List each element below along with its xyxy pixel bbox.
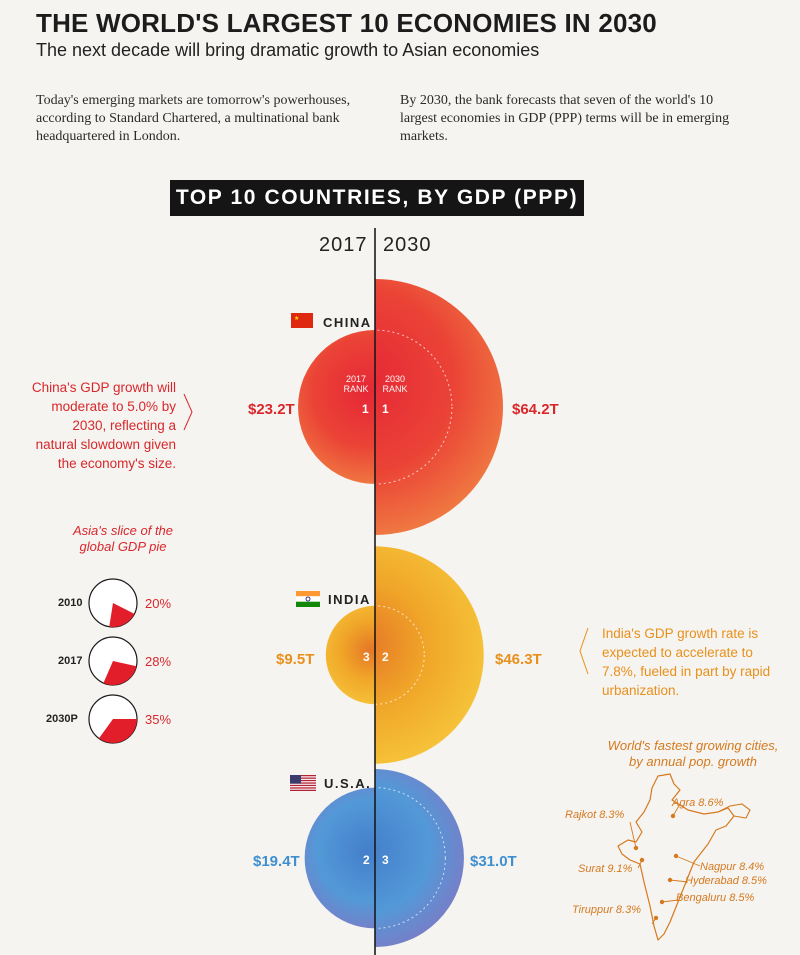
usa-bubble-2030 (375, 769, 464, 947)
city-hyderabad: Hyderabad 8.5% (685, 875, 767, 887)
india-bubble-2017 (325, 605, 375, 705)
pie-2030p-slice (98, 719, 137, 743)
india-gdp-2030: $46.3T (495, 651, 542, 668)
china-note: China's GDP growth will moderate to 5.0%… (31, 380, 176, 471)
pie-2010-slice (109, 603, 135, 627)
china-bubble-2017 (298, 330, 375, 484)
india-note-bracket-icon (579, 627, 589, 675)
china-rank-2030: 1 (382, 402, 389, 416)
china-note-bracket-icon (183, 393, 193, 431)
city-nagpur: Nagpur 8.4% (700, 861, 765, 873)
asia-pie-charts (88, 578, 138, 744)
usa-rank-2030: 3 (382, 853, 389, 867)
usa-bubble-2017 (304, 787, 375, 929)
china-bubble-2017-guide (375, 329, 453, 485)
country-label-india: INDIA (328, 592, 371, 607)
china-gdp-2017: $23.2T (248, 401, 295, 418)
year-2030-label: 2030 (383, 234, 432, 256)
page-title: THE WORLD'S LARGEST 10 ECONOMIES IN 2030 (36, 8, 657, 38)
city-bengaluru: Bengaluru 8.5% (676, 892, 755, 904)
city-rajkot: Rajkot 8.3% (565, 809, 625, 821)
india-gdp-2017: $9.5T (276, 651, 315, 668)
intro-left: Today's emerging markets are tomorrow's … (36, 93, 351, 144)
svg-text:★: ★ (294, 315, 299, 322)
india-rank-2017: 3 (363, 650, 370, 664)
country-label-usa: U.S.A. (324, 776, 372, 791)
rank-2017-label: 2017 RANK (343, 374, 369, 394)
page-subtitle: The next decade will bring dramatic grow… (36, 40, 540, 60)
pie-pct-2030p: 35% (145, 712, 172, 727)
city-agra: Agra 8.6% (672, 797, 724, 809)
china-flag-icon: ★ (291, 313, 313, 333)
pie-year-2017: 2017 (58, 655, 83, 667)
usa-rank-2017: 2 (363, 853, 370, 867)
usa-gdp-2030: $31.0T (470, 853, 517, 870)
rank-2030-label: 2030 RANK (382, 374, 408, 394)
india-note: India's GDP growth rate is expected to a… (602, 626, 771, 698)
india-flag-icon (296, 591, 320, 612)
india-rank-2030: 2 (382, 650, 389, 664)
cities-title: World's fastest growing cities, by annua… (607, 738, 779, 769)
usa-flag-icon (290, 775, 316, 796)
china-bubble-2030 (375, 279, 503, 535)
india-map-icon (617, 773, 751, 941)
city-tiruppur: Tiruppur 8.3% (572, 904, 641, 916)
chart-title: TOP 10 COUNTRIES, BY GDP (PPP) (170, 180, 584, 216)
pie-year-2030p: 2030P (46, 713, 78, 725)
china-gdp-2030: $64.2T (512, 401, 559, 418)
pie-2017-slice (103, 661, 137, 686)
year-2017-label: 2017 (319, 234, 368, 256)
usa-gdp-2017: $19.4T (253, 853, 300, 870)
india-bubble-2030 (375, 546, 484, 764)
pie-pct-2017: 28% (145, 654, 172, 669)
pie-year-2010: 2010 (58, 597, 83, 609)
asia-pie-title: Asia's slice of the global GDP pie (72, 523, 174, 554)
intro-right: By 2030, the bank forecasts that seven o… (400, 93, 730, 144)
china-rank-2017: 1 (362, 402, 369, 416)
city-surat: Surat 9.1% (578, 863, 633, 875)
pie-pct-2010: 20% (145, 596, 172, 611)
country-label-china: CHINA (323, 315, 372, 330)
